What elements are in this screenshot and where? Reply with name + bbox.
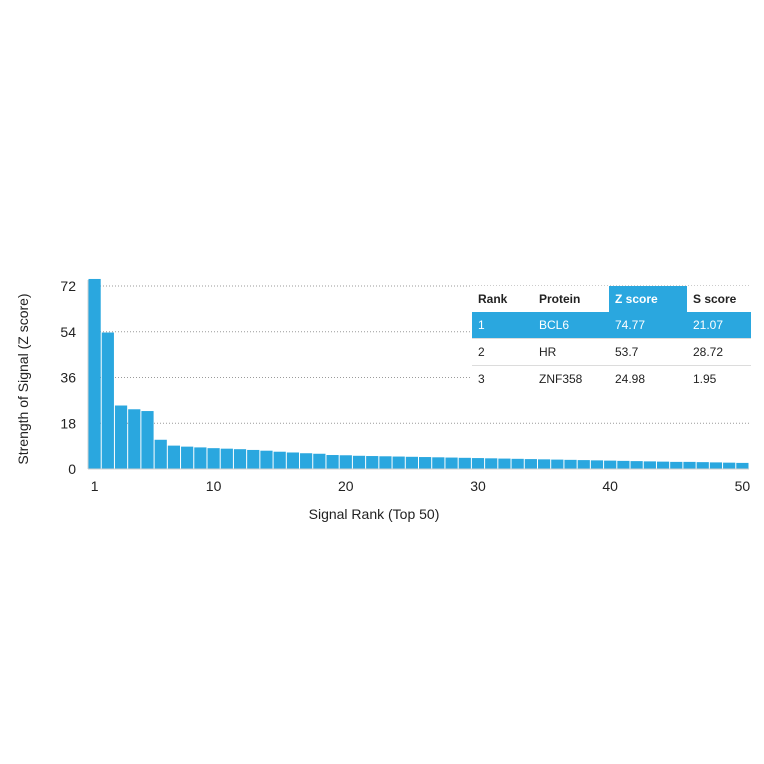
bar [300,453,313,469]
bar [432,457,445,469]
bar [141,411,154,469]
table-row: 1 BCL6 74.77 21.07 [472,312,751,339]
y-axis-title: Strength of Signal (Z score) [15,293,31,464]
bar [551,459,564,469]
bar [167,445,181,469]
bar [405,456,418,469]
bar [392,456,405,469]
y-tick-label: 18 [60,415,76,431]
bar [247,449,260,469]
bar [723,462,736,469]
x-tick-label: 1 [91,478,99,494]
bar [498,458,511,469]
x-tick-label: 40 [602,478,618,494]
top-proteins-table: Rank Protein Z score S score 1 BCL6 74.7… [472,286,751,392]
header-s-score: S score [693,292,737,306]
bar [445,457,458,469]
bar [736,462,749,469]
cell-rank: 2 [472,338,533,366]
table-header-row: Rank Protein Z score S score [472,286,751,312]
axes [87,280,749,470]
bar [419,457,432,469]
bar [286,452,300,469]
bar [114,405,128,469]
bar [511,458,524,469]
header-z-score: Z score [609,286,687,312]
y-tick-label: 54 [60,324,76,340]
cell-rank: 1 [472,312,533,339]
bar [313,453,326,469]
bar [273,451,286,469]
bar [326,455,339,469]
cell-z-score: 24.98 [615,372,646,386]
bar [194,447,207,469]
bar [577,460,590,469]
bar [537,459,551,469]
bar [233,449,247,469]
bar [709,462,723,469]
bar [683,461,696,469]
bar [128,409,141,469]
x-tick-label: 20 [338,478,354,494]
bar [181,446,194,469]
cell-rank: 3 [478,372,485,386]
cell-protein: BCL6 [533,312,609,339]
bar [670,461,683,469]
cell-z-score: 74.77 [609,312,687,339]
bar [379,456,392,469]
cell-s-score: 28.72 [687,338,751,366]
header-protein: Protein [539,292,581,306]
bar [471,458,485,469]
bar [590,460,604,469]
y-tick-label: 72 [60,278,76,294]
bar [630,461,643,469]
bar [207,448,220,469]
grid-lines [88,285,749,424]
table-row: 2 HR 53.7 28.72 [472,338,751,366]
bar [696,462,709,469]
y-tick-labels: 0 18 36 54 72 [60,278,76,477]
bar [458,457,471,469]
bar [101,332,114,469]
bar [88,278,101,469]
bar [154,439,167,469]
bar [485,458,498,469]
cell-protein: HR [533,338,609,366]
header-rank: Rank [478,292,508,306]
cell-protein: ZNF358 [539,372,583,386]
x-tick-labels: 1 10 20 30 40 50 [91,478,751,494]
cell-s-score: 1.95 [693,372,717,386]
bar [604,460,617,469]
table-row: 3 ZNF358 24.98 1.95 [472,366,751,393]
bar [617,460,630,469]
bar [352,455,366,469]
bar [656,461,670,469]
bar [220,448,233,469]
cell-z-score: 53.7 [609,338,687,366]
bar [524,459,537,469]
bar [366,456,379,469]
bar [564,459,577,469]
bar [260,450,273,469]
y-tick-label: 36 [60,370,76,386]
x-tick-label: 10 [206,478,222,494]
bars [88,278,749,470]
bar [643,461,656,470]
x-tick-label: 30 [470,478,486,494]
bar [339,455,352,469]
x-tick-label: 50 [735,478,751,494]
x-axis-title: Signal Rank (Top 50) [309,506,440,522]
y-tick-label: 0 [68,461,76,477]
cell-s-score: 21.07 [687,312,751,339]
